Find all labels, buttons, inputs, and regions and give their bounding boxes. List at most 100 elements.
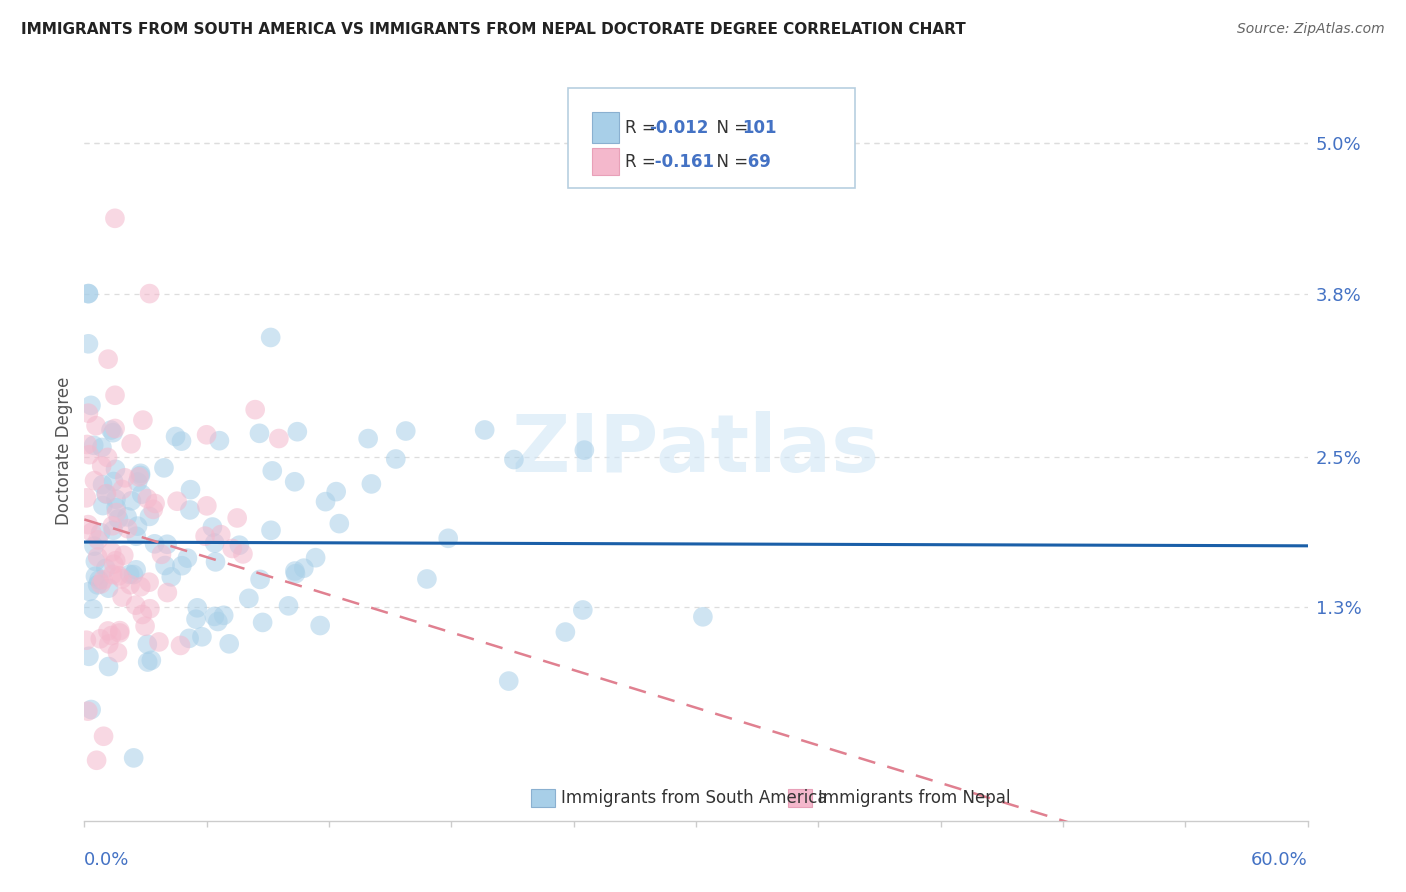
- Point: [77, 286, 100, 301]
- Text: R =: R =: [626, 153, 661, 170]
- Point: [84, 569, 107, 583]
- Text: Immigrants from South America: Immigrants from South America: [561, 789, 828, 807]
- Point: [249, 426, 271, 441]
- Point: [104, 492, 127, 507]
- Point: [76, 704, 98, 718]
- Point: [94, 561, 117, 575]
- Point: [100, 628, 122, 642]
- Point: [103, 523, 125, 537]
- Point: [108, 624, 131, 638]
- Point: [360, 477, 382, 491]
- Point: [100, 545, 122, 559]
- Point: [97, 659, 120, 673]
- Point: [75, 491, 97, 505]
- Point: [218, 637, 240, 651]
- Point: [114, 471, 136, 485]
- Point: [122, 751, 145, 765]
- Point: [107, 646, 129, 660]
- Point: [101, 518, 124, 533]
- Bar: [787, 789, 813, 807]
- Point: [165, 429, 187, 443]
- Point: [208, 434, 231, 448]
- Point: [138, 509, 160, 524]
- Point: [212, 608, 235, 623]
- Point: [284, 566, 307, 581]
- Point: [111, 483, 134, 497]
- Point: [107, 568, 129, 582]
- Point: [138, 286, 160, 301]
- Point: [125, 563, 148, 577]
- Bar: [531, 789, 555, 807]
- Point: [207, 615, 229, 629]
- Point: [186, 600, 208, 615]
- Point: [75, 633, 97, 648]
- Point: [142, 502, 165, 516]
- Point: [105, 506, 128, 520]
- Text: IMMIGRANTS FROM SOUTH AMERICA VS IMMIGRANTS FROM NEPAL DOCTORATE DEGREE CORRELAT: IMMIGRANTS FROM SOUTH AMERICA VS IMMIGRA…: [21, 22, 966, 37]
- Point: [127, 519, 149, 533]
- Point: [267, 432, 290, 446]
- Point: [129, 468, 152, 483]
- Point: [79, 448, 101, 462]
- Point: [96, 486, 118, 500]
- FancyBboxPatch shape: [568, 87, 855, 187]
- Point: [179, 632, 201, 646]
- Point: [118, 567, 141, 582]
- Bar: [592, 112, 619, 144]
- Point: [141, 653, 163, 667]
- Point: [111, 572, 134, 586]
- Point: [120, 577, 142, 591]
- Point: [139, 601, 162, 615]
- Point: [125, 529, 148, 543]
- Point: [122, 567, 145, 582]
- Point: [201, 520, 224, 534]
- Point: [184, 612, 207, 626]
- Text: 69: 69: [742, 153, 772, 170]
- Point: [86, 549, 108, 564]
- Point: [325, 484, 347, 499]
- Point: [91, 477, 114, 491]
- Point: [80, 702, 103, 716]
- Point: [143, 537, 166, 551]
- Point: [131, 607, 153, 622]
- Point: [285, 425, 308, 439]
- Point: [104, 421, 127, 435]
- Point: [309, 618, 332, 632]
- Point: [97, 352, 120, 367]
- Point: [221, 541, 243, 556]
- Point: [554, 625, 576, 640]
- Point: [277, 599, 299, 613]
- Point: [120, 437, 142, 451]
- Point: [148, 635, 170, 649]
- Point: [104, 388, 127, 402]
- Point: [77, 649, 100, 664]
- Point: [97, 624, 120, 638]
- Point: [93, 729, 115, 743]
- Point: [194, 529, 217, 543]
- Text: -0.161: -0.161: [650, 153, 714, 170]
- Text: Immigrants from Nepal: Immigrants from Nepal: [818, 789, 1011, 807]
- Point: [76, 437, 98, 451]
- Point: [503, 452, 526, 467]
- Point: [86, 578, 108, 592]
- Point: [252, 615, 274, 630]
- Point: [77, 336, 100, 351]
- Y-axis label: Doctorate Degree: Doctorate Degree: [55, 376, 73, 524]
- Text: ZIPatlas: ZIPatlas: [512, 411, 880, 490]
- Point: [228, 538, 250, 552]
- Point: [131, 487, 153, 501]
- Point: [150, 547, 173, 561]
- Point: [103, 558, 125, 572]
- Point: [195, 427, 218, 442]
- Point: [97, 637, 120, 651]
- Point: [101, 425, 124, 440]
- Point: [115, 509, 138, 524]
- Point: [262, 464, 284, 478]
- Point: [101, 567, 124, 582]
- Text: R =: R =: [626, 119, 661, 136]
- Point: [395, 424, 418, 438]
- Point: [104, 554, 127, 568]
- Point: [87, 533, 110, 547]
- Point: [79, 584, 101, 599]
- Point: [100, 423, 122, 437]
